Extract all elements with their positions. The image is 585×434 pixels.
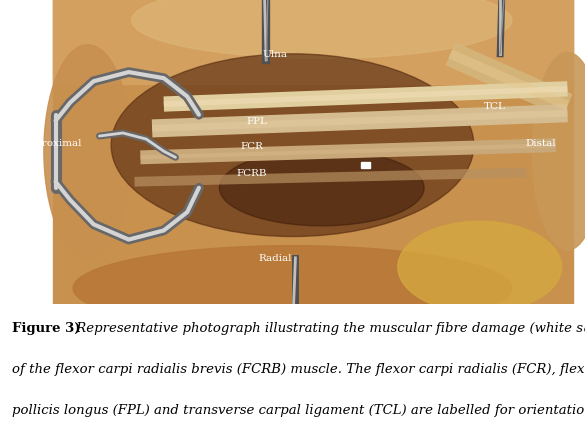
Ellipse shape [219,150,424,227]
Text: Distal: Distal [526,138,556,147]
Text: pollicis longus (FPL) and transverse carpal ligament (TCL) are labelled for orie: pollicis longus (FPL) and transverse car… [12,403,585,416]
Ellipse shape [73,246,512,331]
Text: Radial: Radial [258,254,292,263]
Bar [361,162,370,169]
Text: FPL: FPL [247,117,268,126]
Ellipse shape [132,0,512,59]
Ellipse shape [111,55,474,237]
Ellipse shape [532,53,585,250]
Text: Representative photograph illustrating the muscular fibre damage (white square): Representative photograph illustrating t… [73,321,585,334]
Ellipse shape [398,222,562,313]
Text: of the flexor carpi radialis brevis (FCRB) muscle. The flexor carpi radialis (FC: of the flexor carpi radialis brevis (FCR… [12,362,585,375]
Text: FCR: FCR [240,141,263,150]
Text: FCRB: FCRB [236,169,267,178]
Text: Proximal: Proximal [35,138,82,147]
Bar [53,0,573,85]
Text: TCL: TCL [483,102,505,111]
Text: Ulna: Ulna [263,50,287,59]
Text: Figure 3): Figure 3) [12,321,80,334]
Ellipse shape [44,46,132,258]
Bar [53,0,573,304]
